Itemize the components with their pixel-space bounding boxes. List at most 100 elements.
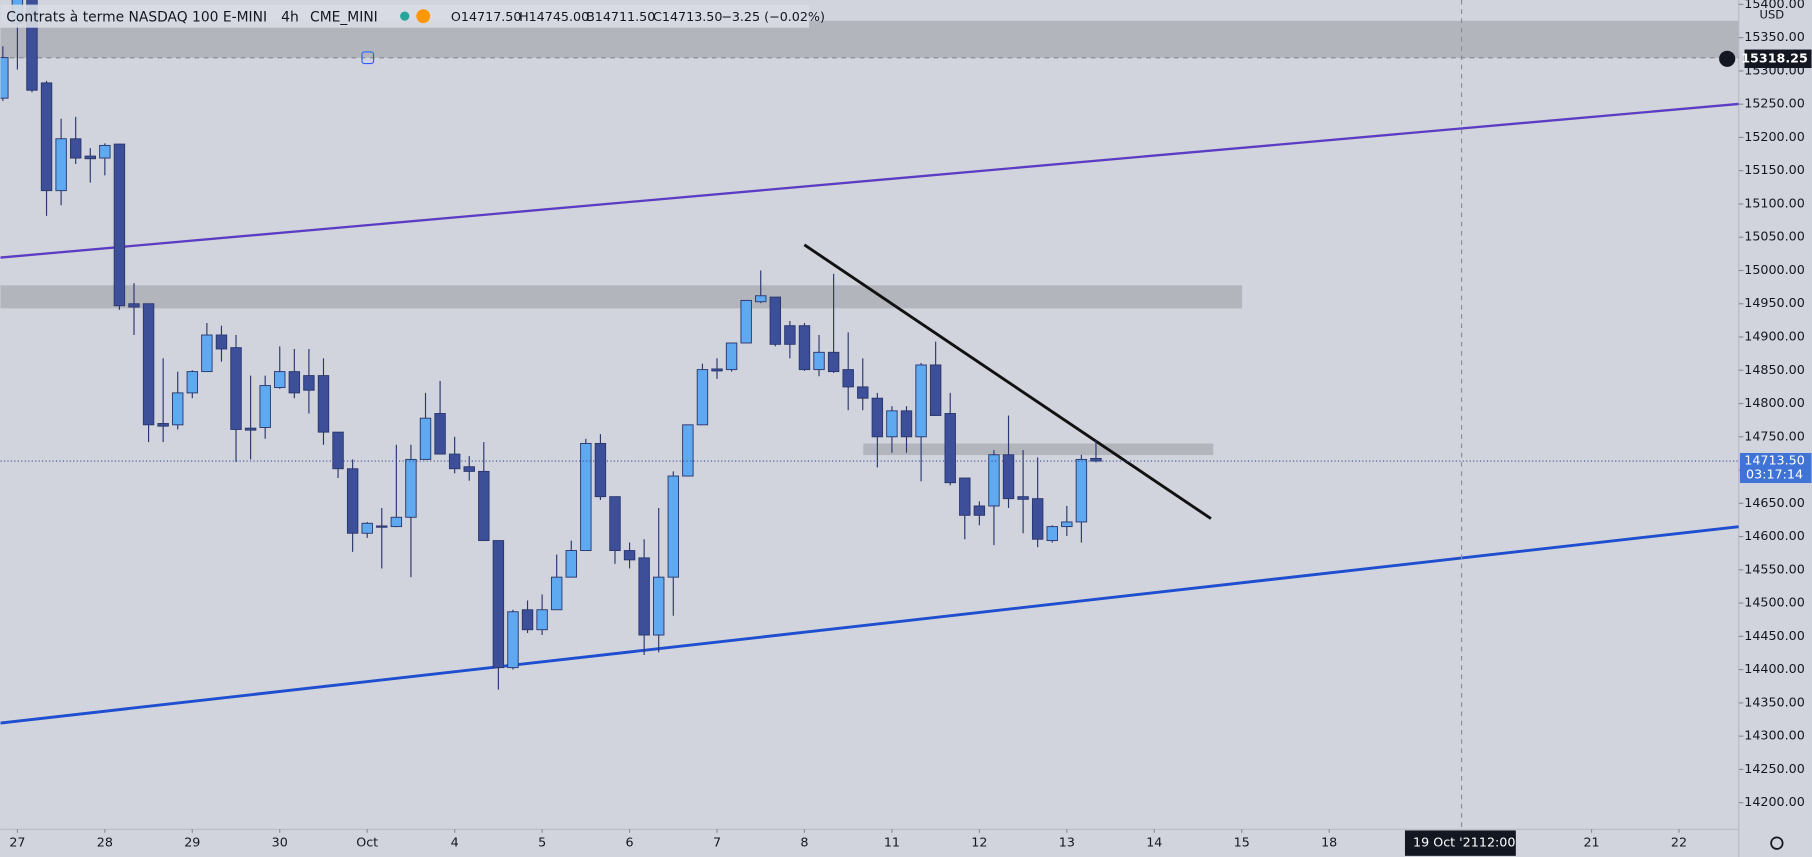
- crosshair-date: 19 Oct '21: [1413, 835, 1479, 850]
- candle-body: [128, 303, 140, 308]
- handle[interactable]: [361, 51, 375, 65]
- candle-body: [594, 442, 607, 498]
- trend-line[interactable]: [0, 102, 1739, 259]
- crosshair-plus: [1719, 50, 1736, 67]
- candle-body: [565, 550, 577, 578]
- candle-body: [317, 375, 330, 433]
- trend-line[interactable]: [803, 243, 1212, 520]
- y-tick-label: 14250.00: [1744, 761, 1805, 776]
- y-tick-label: 15050.00: [1744, 229, 1805, 244]
- candle-body: [1017, 496, 1029, 500]
- last-price-box: [1739, 452, 1812, 484]
- y-tick-label: 14900.00: [1744, 329, 1805, 344]
- candle-body: [0, 57, 9, 99]
- candle-body: [55, 138, 67, 192]
- candle-body: [288, 371, 301, 394]
- candle-body: [929, 364, 942, 416]
- status-icon: [400, 11, 410, 21]
- y-tick-label: 14750.00: [1744, 428, 1805, 443]
- candle-body: [419, 417, 432, 460]
- candles: [0, 0, 1102, 690]
- y-tick-label: 15150.00: [1744, 162, 1805, 177]
- settings-icon[interactable]: [1770, 836, 1784, 850]
- candle-body: [244, 427, 257, 431]
- y-tick-label: 14350.00: [1744, 694, 1805, 709]
- x-tick-label: 13: [1059, 835, 1075, 850]
- candle-body: [492, 540, 505, 669]
- x-tick-label: 11: [884, 835, 900, 850]
- y-tick-label: 15400.00: [1744, 0, 1805, 11]
- candle-body: [172, 392, 184, 426]
- zone: [863, 443, 1214, 456]
- candle-body: [1061, 521, 1073, 528]
- exchange[interactable]: CME_MINI: [310, 9, 378, 25]
- y-tick-label: 14650.00: [1744, 495, 1805, 510]
- candle-body: [813, 351, 825, 371]
- interval[interactable]: 4h: [281, 9, 299, 25]
- candle-body: [784, 325, 796, 345]
- x-tick-label: 21: [1583, 835, 1599, 850]
- x-tick-label: 28: [97, 835, 113, 850]
- candle-body: [696, 369, 709, 426]
- candle-body: [988, 454, 1000, 507]
- candle-body: [434, 413, 446, 455]
- x-tick-label: 30: [272, 835, 288, 850]
- candle-body: [740, 299, 752, 344]
- candle-body: [507, 611, 519, 669]
- candle-body: [157, 423, 169, 427]
- candle-body: [900, 410, 913, 438]
- x-tick-label: 8: [800, 835, 808, 850]
- crosshair-time-label: [1404, 830, 1516, 856]
- y-tick-label: 14300.00: [1744, 728, 1805, 743]
- y-tick-label: 14550.00: [1744, 561, 1805, 576]
- trend-line[interactable]: [0, 525, 1739, 725]
- candle-body: [871, 397, 884, 438]
- y-tick-label: 14800.00: [1744, 395, 1805, 410]
- candle-body: [623, 550, 636, 561]
- y-tick-label: 14500.00: [1744, 595, 1805, 610]
- y-tick-label: 14400.00: [1744, 661, 1805, 676]
- candle-body: [376, 525, 388, 528]
- y-tick-label: 15250.00: [1744, 96, 1805, 111]
- y-tick-label: 14850.00: [1744, 362, 1805, 377]
- change: −3.25 (−0.02%): [721, 9, 825, 24]
- candle-body: [915, 364, 927, 438]
- y-tick-label: 14950.00: [1744, 295, 1805, 310]
- candle-body: [99, 144, 111, 159]
- y-tick-label: 15100.00: [1744, 195, 1805, 210]
- candle-body: [361, 522, 373, 534]
- candle-body: [332, 431, 344, 470]
- candle-body: [1002, 454, 1015, 500]
- symbol-title[interactable]: Contrats à terme NASDAQ 100 E-MINI: [6, 9, 267, 25]
- x-tick-label: 29: [184, 835, 200, 850]
- y-tick-label: 15200.00: [1744, 129, 1805, 144]
- currency[interactable]: USD: [1760, 8, 1785, 22]
- crosshair-clock: 12:00: [1479, 835, 1516, 850]
- candle-body: [711, 368, 723, 372]
- candle-body: [1075, 458, 1088, 523]
- candle-body: [550, 576, 563, 611]
- candle-body: [798, 325, 811, 371]
- candle-body: [274, 371, 286, 389]
- ohlc-open: O14717.50: [451, 9, 522, 24]
- x-tick-label: 12: [971, 835, 987, 850]
- candle-body: [215, 334, 228, 350]
- status-icon: [416, 9, 431, 24]
- candle-body: [142, 303, 155, 426]
- x-tick-label: 4: [451, 835, 459, 850]
- candle-body: [405, 458, 417, 518]
- x-tick-label: Oct: [356, 835, 378, 850]
- y-tick-label: 14450.00: [1744, 628, 1805, 643]
- candle-body: [609, 496, 621, 552]
- candle-body: [186, 371, 199, 394]
- overlay: Contrats à terme NASDAQ 100 E-MINI 4h CM…: [0, 4, 1785, 856]
- candle-body: [667, 475, 679, 578]
- candle-body: [113, 143, 126, 307]
- countdown: 03:17:14: [1746, 466, 1803, 481]
- candle-body: [857, 386, 869, 399]
- candle-body: [653, 576, 665, 636]
- ohlc-low: B14711.50: [586, 9, 655, 24]
- x-tick-label: 14: [1146, 835, 1162, 850]
- candle-body: [201, 334, 213, 373]
